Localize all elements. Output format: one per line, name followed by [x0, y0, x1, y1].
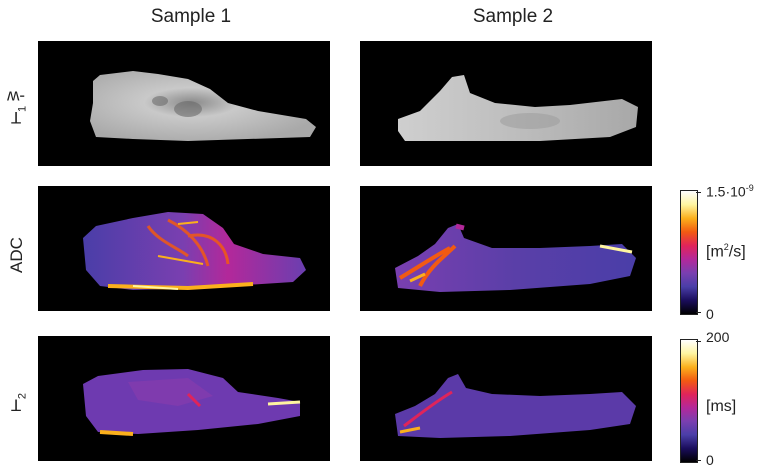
t2-colorbar-min-label: 0 — [706, 452, 714, 468]
column-title-sample-1: Sample 1 — [150, 6, 232, 27]
t2-colorbar — [680, 339, 698, 463]
t1w-sample-1-image — [38, 41, 330, 166]
adc-colorbar-tick-min — [696, 312, 701, 313]
row-label-t1w: T1-w — [6, 87, 29, 128]
adc-sample-1-map — [38, 186, 330, 311]
t2-colorbar-unit-label: [ms] — [706, 398, 737, 415]
row-label-t2: T2 — [10, 392, 29, 415]
t2-colorbar-tick-min — [696, 460, 701, 461]
t2-sample-1-map — [38, 336, 330, 461]
t2-colorbar-max-label: 200 — [706, 329, 730, 345]
t2-colorbar-tick-max — [696, 341, 701, 342]
adc-colorbar-unit-label: [m2/s] — [706, 242, 746, 261]
t2-sample-2-map — [360, 336, 652, 461]
adc-colorbar-tick-max — [696, 192, 701, 193]
adc-sample-2-map — [360, 186, 652, 311]
adc-colorbar-max-label: 1.5·10-9 — [706, 183, 754, 200]
column-title-sample-2: Sample 2 — [472, 6, 554, 27]
adc-colorbar — [680, 190, 698, 315]
row-label-adc: ADC — [7, 237, 26, 273]
adc-colorbar-min-label: 0 — [706, 306, 714, 322]
t1w-sample-2-image — [360, 41, 652, 166]
